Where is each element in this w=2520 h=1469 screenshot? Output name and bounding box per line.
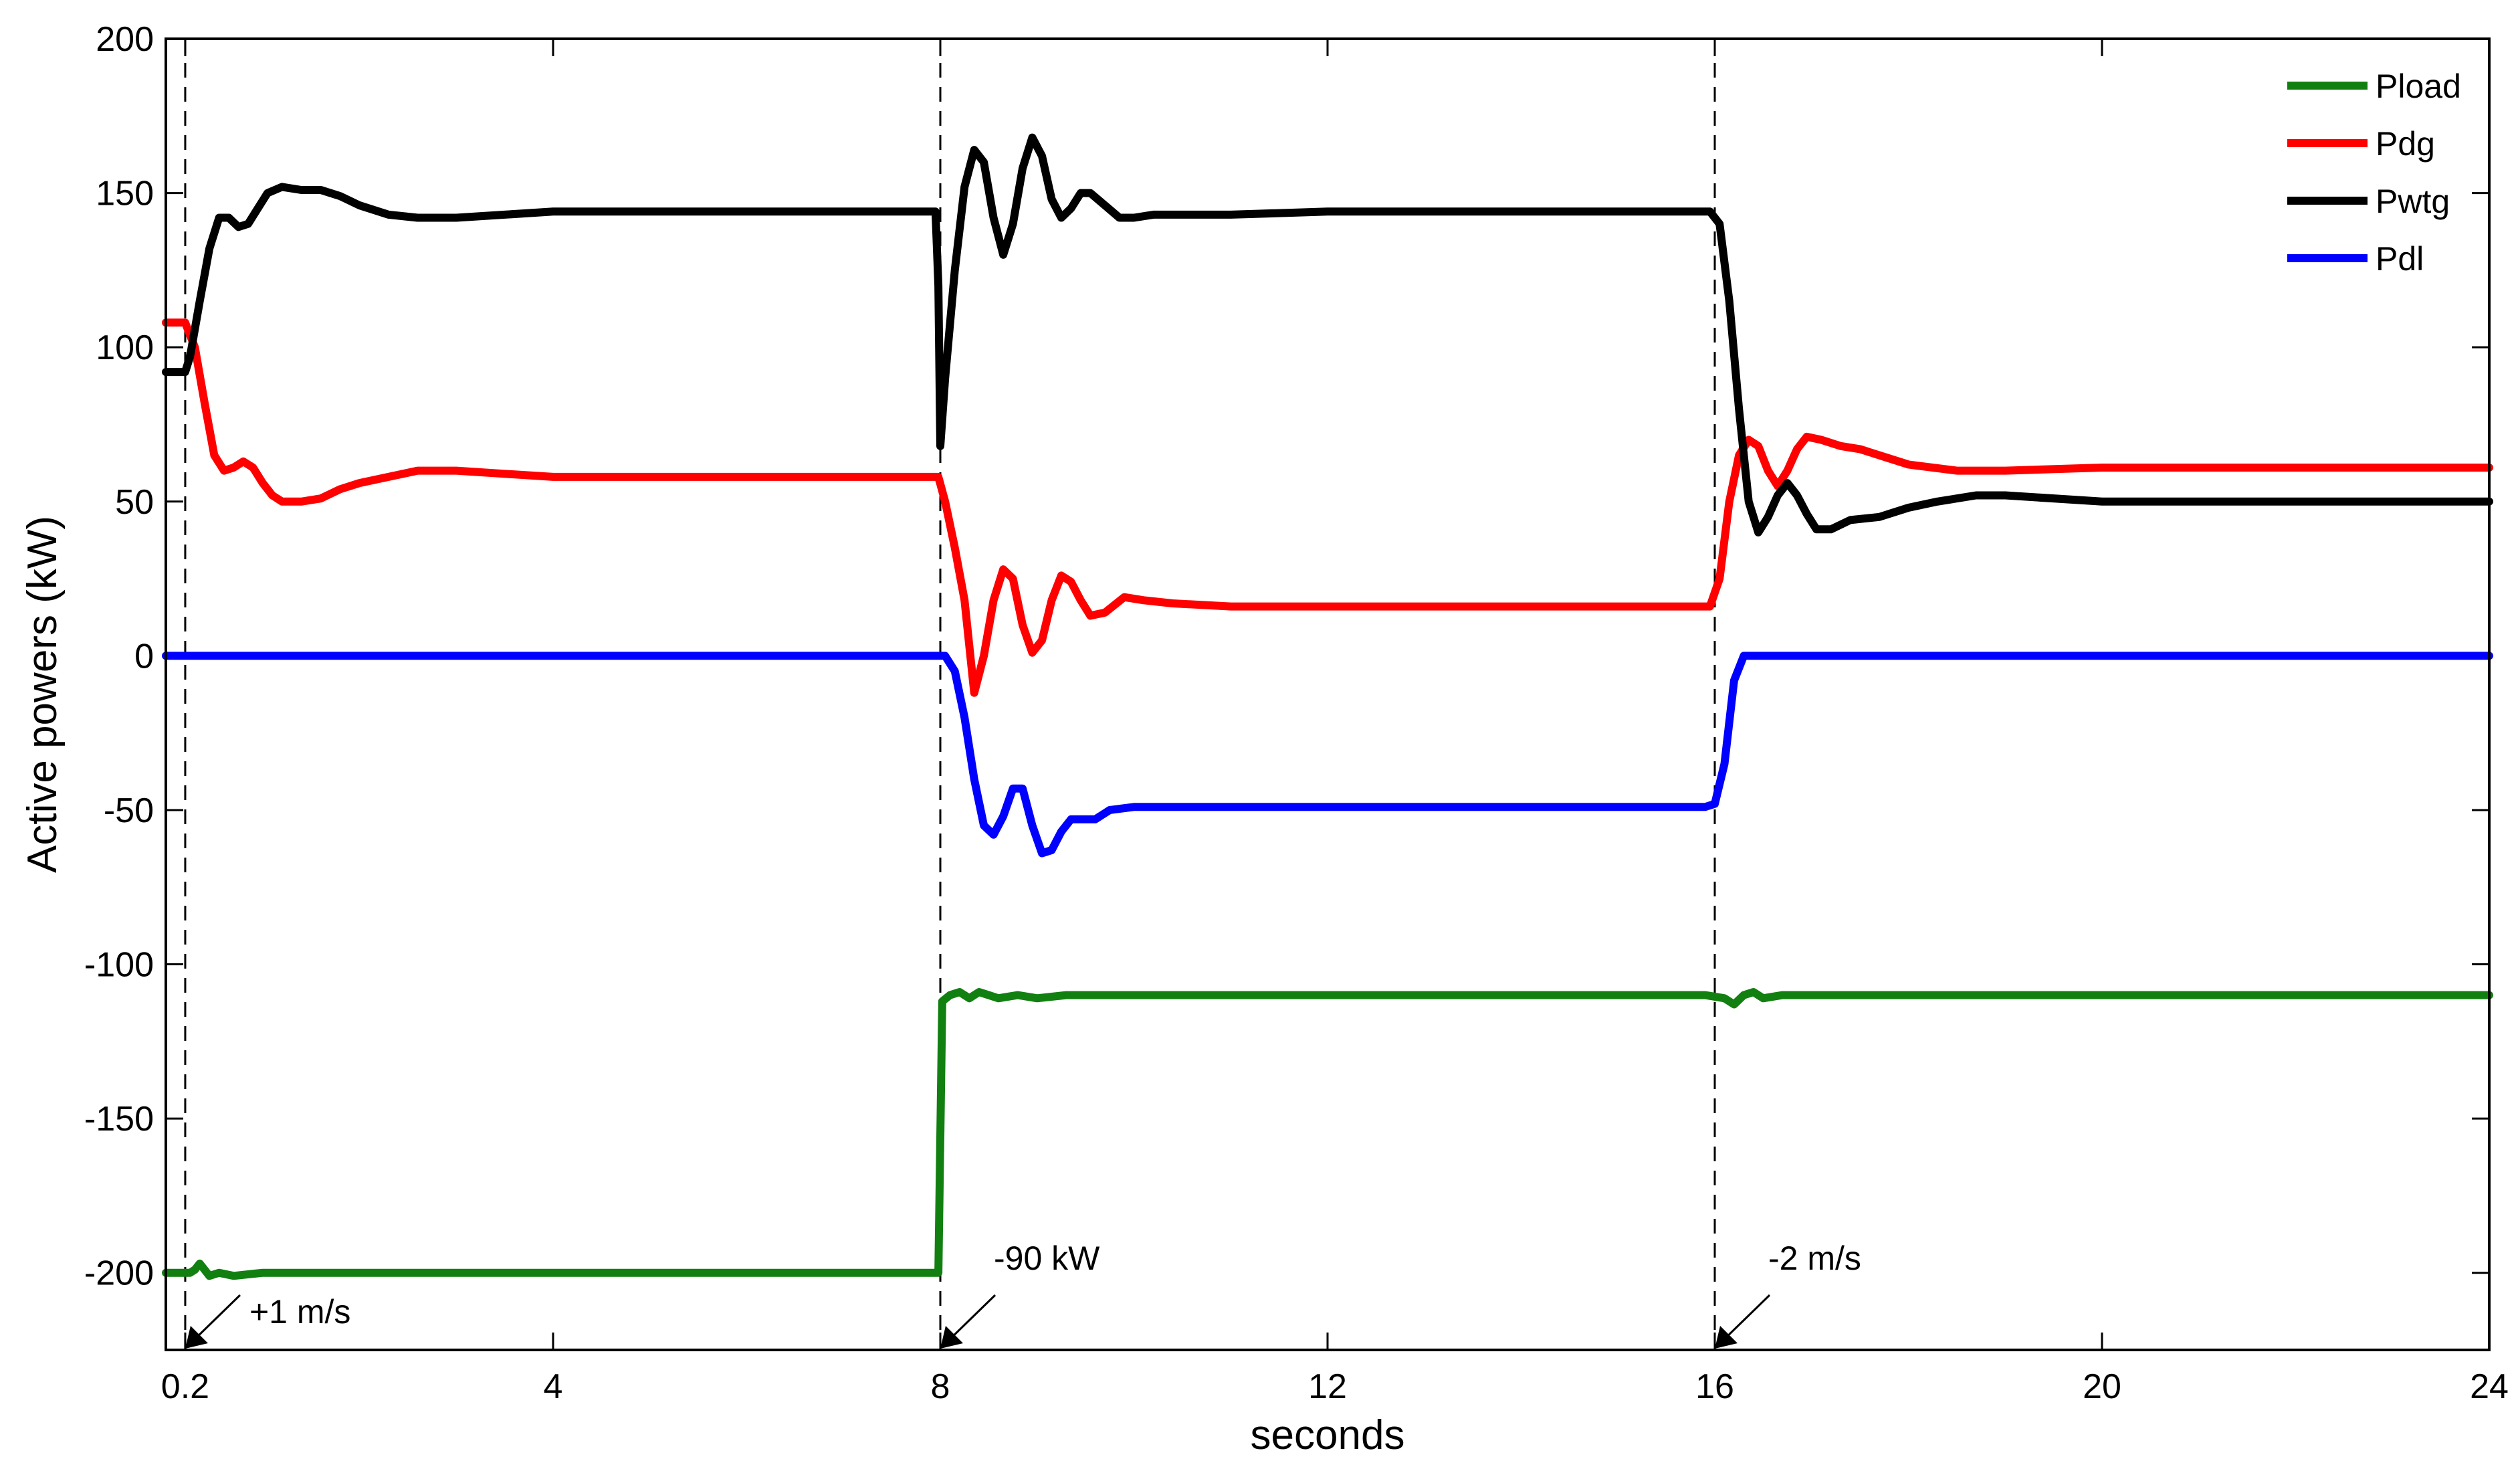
x-tick-label: 4 [544,1367,563,1406]
x-tick-label: 24 [2470,1367,2509,1406]
x-tick-label: 16 [1695,1367,1734,1406]
event-label: -90 kW [994,1240,1100,1277]
series-line-pwtg [162,133,2493,536]
legend-label-pwtg: Pwtg [2376,183,2450,220]
x-tick-label: 20 [2083,1367,2121,1406]
y-axis-label: Active powers (kW) [19,516,66,873]
y-axis-ticks: 200 150 100 50 0 -50 -100 -150 -200 [84,20,2489,1293]
series-lines [162,133,2493,1280]
x-tick-label: 8 [931,1367,950,1406]
y-tick-label: 200 [96,20,154,59]
event-arrowhead [185,1326,208,1349]
x-tick-label: 12 [1308,1367,1347,1406]
y-tick-label: 150 [96,175,154,213]
y-tick-label: -150 [84,1100,154,1139]
y-tick-label: 50 [115,483,154,522]
series-line-pload [162,988,2493,1280]
event-label: +1 m/s [249,1293,350,1331]
event-arrowhead [940,1326,963,1349]
legend-label-pdl: Pdl [2376,240,2424,278]
y-tick-label: -100 [84,946,154,985]
y-tick-label: 100 [96,328,154,367]
y-tick-label: -50 [104,791,154,830]
legend-label-pload: Pload [2376,68,2461,105]
legend: Pload Pdg Pwtg Pdl [2287,68,2461,278]
event-arrowhead [1715,1326,1738,1349]
legend-label-pdg: Pdg [2376,125,2435,163]
y-tick-label: -200 [84,1254,154,1293]
event-lines: +1 m/s -90 kW -2 m/s [184,39,1861,1350]
plot-frame [165,37,2491,1351]
event-label: -2 m/s [1768,1240,1861,1277]
x-axis-ticks: 0.2 4 8 12 16 20 24 [161,39,2509,1406]
x-axis-label: seconds [1251,1412,1405,1458]
y-tick-label: 0 [134,637,154,676]
x-tick-label: 0.2 [161,1367,209,1406]
series-line-pdl [162,652,2493,858]
series-line-pdg [162,318,2493,697]
